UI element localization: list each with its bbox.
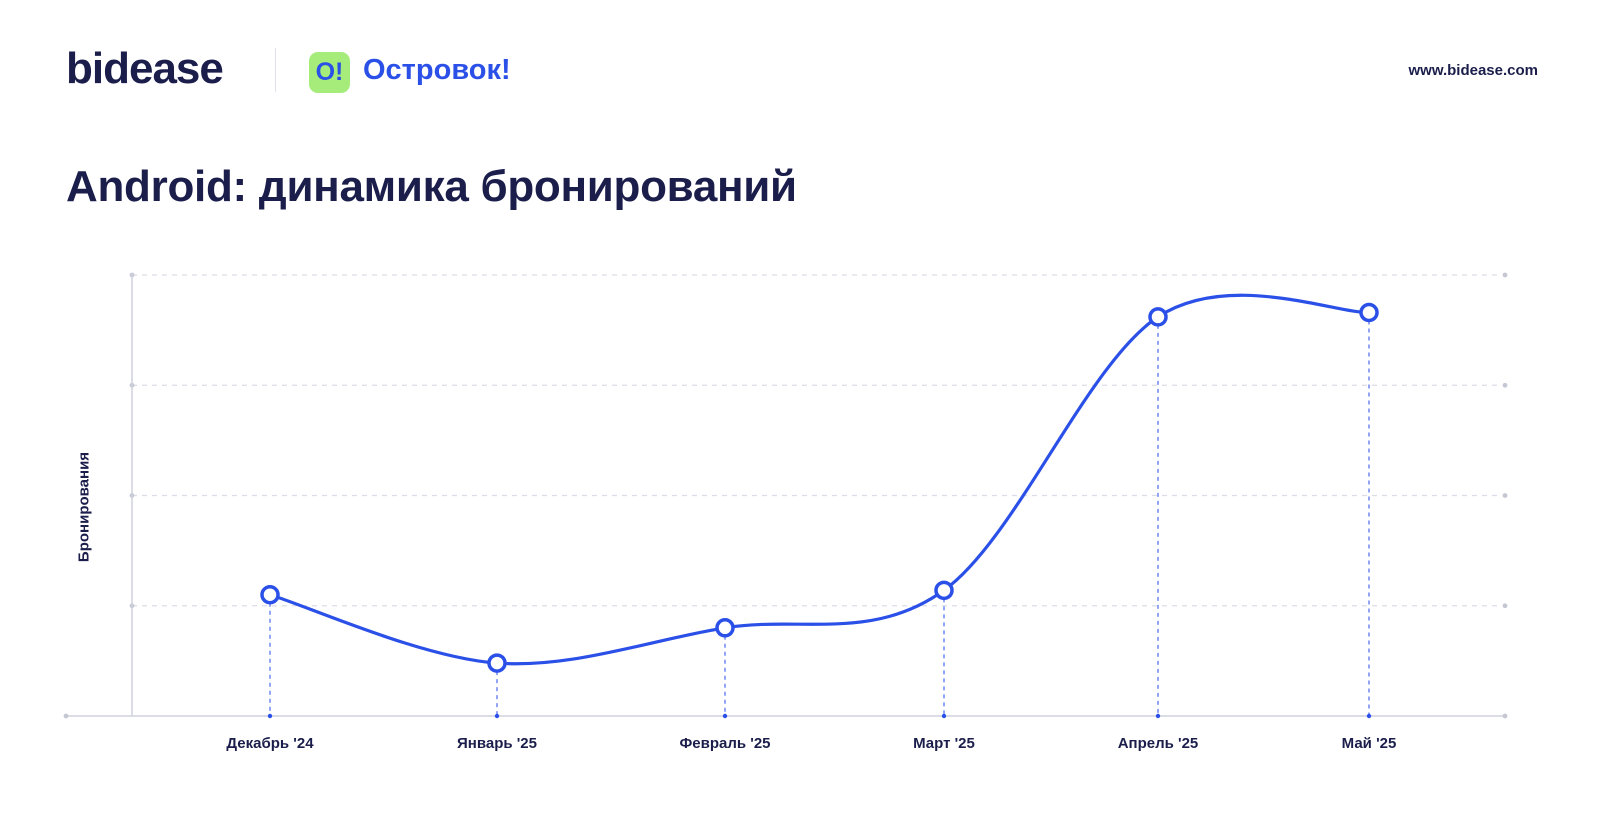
x-tick-labels: Декабрь '24 Январь '25 Февраль '25 Март '25… xyxy=(226,735,1396,752)
x-tick-label: Май '25 xyxy=(1342,735,1397,752)
partner-logo-icon: O! xyxy=(309,52,350,93)
x-tick-dot xyxy=(494,713,500,719)
data-point xyxy=(934,580,954,601)
gridline-end-dot xyxy=(1502,272,1508,278)
partner-name: Островок! xyxy=(363,54,511,86)
chart-title: Android: динамика бронирований xyxy=(66,162,797,211)
x-tick-label: Апрель '25 xyxy=(1118,735,1199,752)
x-tick-label: Февраль '25 xyxy=(679,735,770,752)
gridline-end-dot xyxy=(1502,603,1508,609)
data-point xyxy=(715,618,735,638)
x-tick-dot xyxy=(267,713,273,719)
x-tick-dot xyxy=(722,713,728,719)
gridline-end-dot xyxy=(1502,382,1508,388)
x-tick-label: Январь '25 xyxy=(457,735,537,752)
x-tick-dot xyxy=(1155,713,1161,719)
x-tick-label: Март '25 xyxy=(913,735,975,752)
x-tick-dot xyxy=(941,713,947,719)
gridline-end-dot xyxy=(1502,493,1508,498)
data-point xyxy=(1148,307,1168,327)
x-tick-dot xyxy=(1366,713,1372,719)
site-link[interactable]: www.bidease.com xyxy=(1408,62,1539,79)
series-points xyxy=(260,302,1379,673)
chart-grid xyxy=(129,272,1508,609)
x-axis-end-dot xyxy=(1502,713,1508,719)
data-point xyxy=(260,584,280,605)
series-line xyxy=(268,293,1371,666)
x-axis-end-dot xyxy=(63,713,69,719)
header: bidease O! Островок! www.bidease.com xyxy=(0,0,1600,140)
data-point xyxy=(487,653,507,673)
header-divider xyxy=(275,48,276,92)
x-tick-label: Декабрь '24 xyxy=(226,735,314,752)
data-point xyxy=(1359,302,1379,323)
point-drop-lines xyxy=(267,320,1372,719)
chart-axes xyxy=(63,273,1508,719)
brand-logo[interactable]: bidease xyxy=(66,44,224,93)
